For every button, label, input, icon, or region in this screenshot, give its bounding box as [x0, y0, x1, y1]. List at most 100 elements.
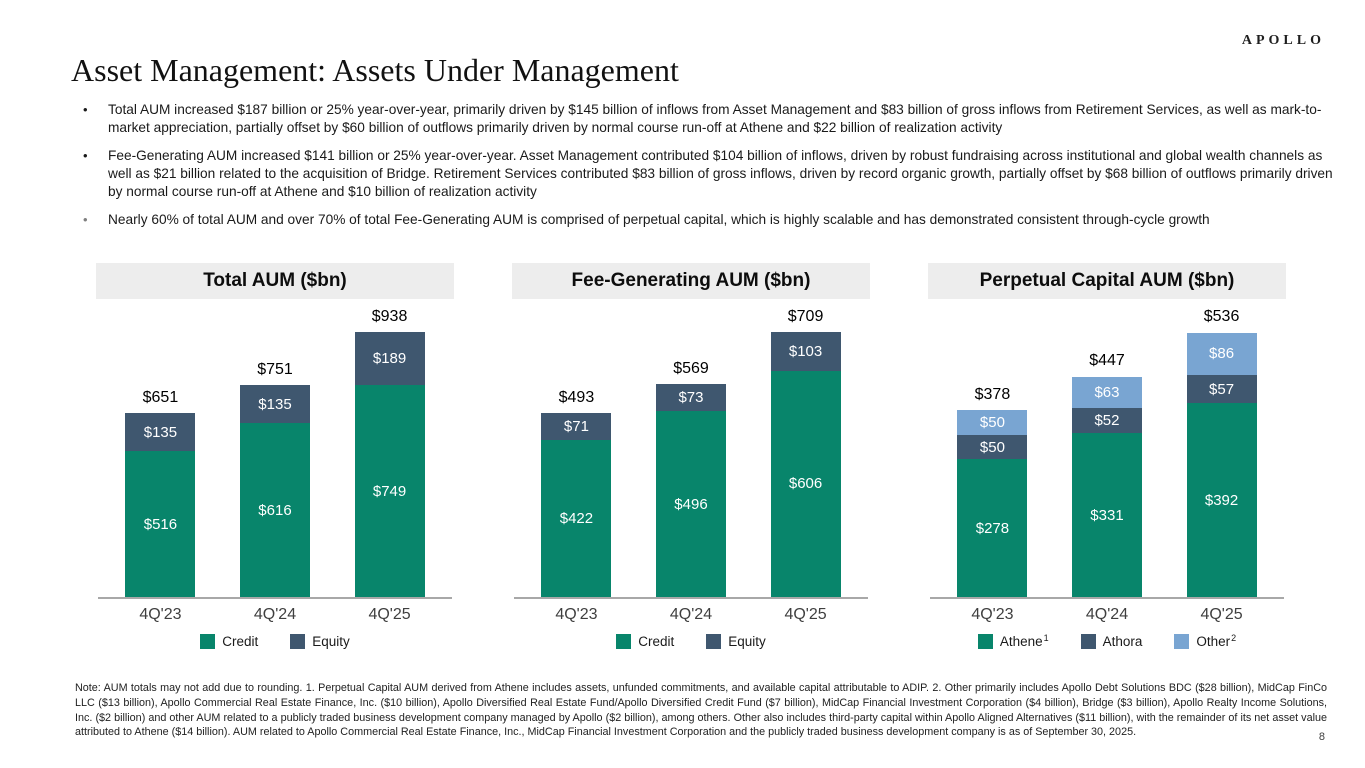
bar-segment-value: $606 — [788, 475, 823, 493]
bar-stack: $606 $103 — [770, 332, 841, 597]
bar-total-label: $447 — [1089, 352, 1125, 369]
bar-segment: $606 — [770, 370, 841, 597]
bar-segment-value: $616 — [258, 501, 292, 519]
bar-group: $938 $749 $189 — [333, 308, 446, 597]
legend-label: Other — [1196, 634, 1231, 649]
bar-segment: $331 — [1071, 433, 1142, 597]
bar-segment: $616 — [239, 423, 310, 597]
legend-label: Equity — [728, 634, 766, 649]
bar-segment: $50 — [957, 434, 1028, 460]
bar-group: $651 $516 $135 — [104, 389, 217, 597]
legend-superscript: 1 — [1043, 633, 1049, 643]
apollo-logo: APOLLO — [1241, 33, 1325, 48]
chart-plot-area: $378 $278 $50 $50 $447 $331 $52 $63 $536 $392 $57 $… — [930, 299, 1284, 599]
bullet-text: Fee-Generating AUM increased $141 billio… — [108, 148, 1333, 199]
x-axis-label: 4Q'24 — [669, 606, 713, 623]
bar-segment-value: $86 — [1209, 345, 1235, 363]
bar-segment: $86 — [1186, 332, 1257, 376]
bar-stack: $392 $57 $86 — [1186, 332, 1257, 597]
bar-segment: $189 — [354, 332, 425, 386]
x-axis-label: 4Q'25 — [784, 606, 827, 623]
bar-segment-value: $392 — [1204, 491, 1239, 509]
legend-swatch — [706, 634, 722, 649]
legend-superscript: 2 — [1231, 633, 1237, 643]
bullet-marker: • — [83, 102, 88, 117]
legend-item: Equity — [706, 633, 766, 650]
bar-segment: $50 — [957, 410, 1028, 435]
bar-segment: $52 — [1071, 407, 1142, 434]
legend-label: Credit — [222, 634, 259, 649]
chart-1: Total AUM ($bn) $651 $516 $135 $751 $616 $135 $… — [96, 263, 454, 650]
bullet-list: • Total AUM increased $187 billion or 25%… — [72, 101, 1337, 239]
chart-title: Perpetual Capital AUM ($bn) — [928, 263, 1286, 299]
bar-group: $709 $606 $103 — [749, 308, 862, 597]
legend-label: Credit — [638, 634, 675, 649]
bar-stack: $516 $135 — [125, 413, 196, 597]
bullet-item: • Total AUM increased $187 billion or 25%… — [72, 101, 1337, 137]
bar-segment-value: $749 — [372, 482, 407, 500]
bar-stack: $331 $52 $63 — [1071, 376, 1142, 597]
chart-legend: Credit Equity — [96, 633, 454, 650]
charts-row: Total AUM ($bn) $651 $516 $135 $751 $616 $135 $… — [96, 263, 1286, 650]
bar-total-label: $536 — [1203, 308, 1240, 325]
bar-segment-value: $516 — [143, 515, 178, 533]
legend-item: Credit — [616, 633, 674, 650]
bar-stack: $496 $73 — [655, 384, 726, 597]
bar-segment-value: $73 — [678, 389, 704, 407]
x-axis-label: 4Q'24 — [1085, 606, 1129, 623]
x-axis-label: 4Q'23 — [139, 606, 182, 623]
bar-segment-value: $189 — [372, 350, 407, 368]
bar-segment-value: $71 — [563, 417, 589, 435]
bar-segment-value: $135 — [143, 423, 178, 441]
legend-swatch — [1174, 634, 1190, 649]
bar-segment: $392 — [1186, 403, 1257, 597]
bar-group: $447 $331 $52 $63 — [1051, 352, 1164, 597]
bar-segment-value: $496 — [674, 495, 708, 513]
footnote: Note: AUM totals may not add due to roun… — [75, 682, 1327, 739]
chart-plot-area: $651 $516 $135 $751 $616 $135 $938 $749 $189 — [98, 299, 452, 599]
x-axis-label: 4Q'23 — [971, 606, 1014, 623]
bullet-text: Nearly 60% of total AUM and over 70% of … — [108, 212, 1210, 227]
bar-segment-value: $103 — [788, 342, 823, 360]
bar-stack: $616 $135 — [239, 385, 310, 597]
bar-total-label: $569 — [673, 360, 709, 377]
legend-item: Athora — [1080, 633, 1142, 650]
bar-segment-value: $422 — [559, 509, 594, 527]
chart-legend: Athene 1 Athora Other 2 — [928, 633, 1286, 650]
legend-label: Athene — [999, 634, 1043, 649]
bar-segment: $71 — [541, 413, 612, 440]
bar-segment: $749 — [354, 385, 425, 597]
x-axis-label: 4Q'25 — [368, 606, 411, 623]
bar-segment-value: $331 — [1090, 506, 1124, 524]
bar-segment: $135 — [239, 385, 310, 424]
legend-label: Equity — [312, 634, 350, 649]
bar-segment: $103 — [770, 332, 841, 371]
legend-swatch — [1080, 634, 1096, 649]
bar-segment-value: $52 — [1094, 412, 1120, 429]
bar-stack: $422 $71 — [541, 413, 612, 597]
chart-plot-area: $493 $422 $71 $569 $496 $73 $709 $606 $103 — [514, 299, 868, 599]
legend-item: Other 2 — [1174, 633, 1236, 650]
bar-segment-value: $50 — [979, 413, 1005, 431]
bullet-item: • Nearly 60% of total AUM and over 70% of… — [72, 211, 1337, 229]
legend-item: Credit — [200, 633, 258, 650]
bar-group: $569 $496 $73 — [635, 360, 748, 597]
bar-group: $493 $422 $71 — [520, 389, 633, 597]
chart-title: Fee-Generating AUM ($bn) — [512, 263, 870, 299]
bar-total-label: $751 — [257, 361, 293, 378]
x-axis-labels: 4Q'23 4Q'24 4Q'25 — [98, 599, 452, 624]
bar-total-label: $378 — [974, 386, 1011, 403]
chart-3: Perpetual Capital AUM ($bn) $378 $278 $50 $5… — [928, 263, 1286, 650]
bar-segment-value: $63 — [1094, 383, 1120, 401]
bar-segment: $73 — [655, 384, 726, 412]
x-axis-label: 4Q'23 — [555, 606, 598, 623]
chart-legend: Credit Equity — [512, 633, 870, 650]
bar-group: $378 $278 $50 $50 — [936, 386, 1049, 597]
bar-total-label: $938 — [371, 308, 408, 325]
bar-segment-value: $50 — [979, 438, 1005, 456]
bar-segment-value: $57 — [1209, 380, 1235, 398]
bar-segment-value: $278 — [975, 519, 1010, 537]
bar-segment: $496 — [655, 411, 726, 597]
bar-stack: $749 $189 — [354, 332, 425, 597]
legend-swatch — [977, 634, 993, 649]
